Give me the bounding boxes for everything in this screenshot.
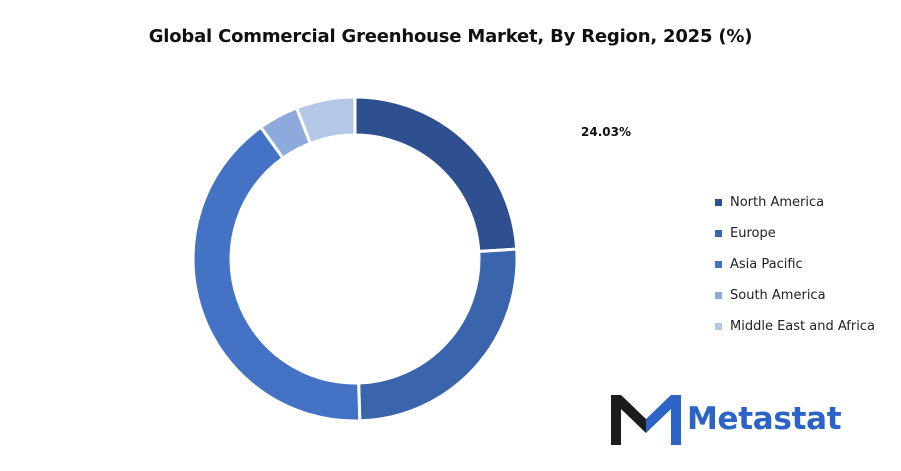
legend-swatch (715, 261, 722, 268)
donut-slices (191, 95, 519, 423)
brand-name: Metastat (687, 401, 842, 437)
legend-item: North America (715, 187, 875, 218)
legend-swatch (715, 230, 722, 237)
metastat-m-logo-icon (611, 395, 681, 445)
legend-item: Asia Pacific (715, 249, 875, 280)
slice-europe (357, 247, 519, 423)
slice-north-america (353, 95, 519, 254)
legend-label: Asia Pacific (730, 257, 803, 272)
data-labels: 24.03% (581, 125, 631, 139)
chart-title: Global Commercial Greenhouse Market, By … (148, 26, 753, 47)
brand-logo: Metastat (611, 393, 842, 445)
legend-label: Europe (730, 226, 776, 241)
slice-middle-east-and-africa (294, 95, 357, 146)
legend-label: Middle East and Africa (730, 319, 875, 334)
legend-item: Middle East and Africa (715, 311, 875, 342)
slice-asia-pacific (191, 125, 362, 423)
legend-label: South America (730, 288, 826, 303)
legend-swatch (715, 323, 722, 330)
legend-swatch (715, 199, 722, 206)
legend-item: Europe (715, 218, 875, 249)
legend-label: North America (730, 195, 825, 210)
chart-legend: North America Europe Asia Pacific South Ame… (715, 187, 875, 342)
data-label-north-america: 24.03% (581, 125, 631, 139)
legend-swatch (715, 292, 722, 299)
legend-item: South America (715, 280, 875, 311)
